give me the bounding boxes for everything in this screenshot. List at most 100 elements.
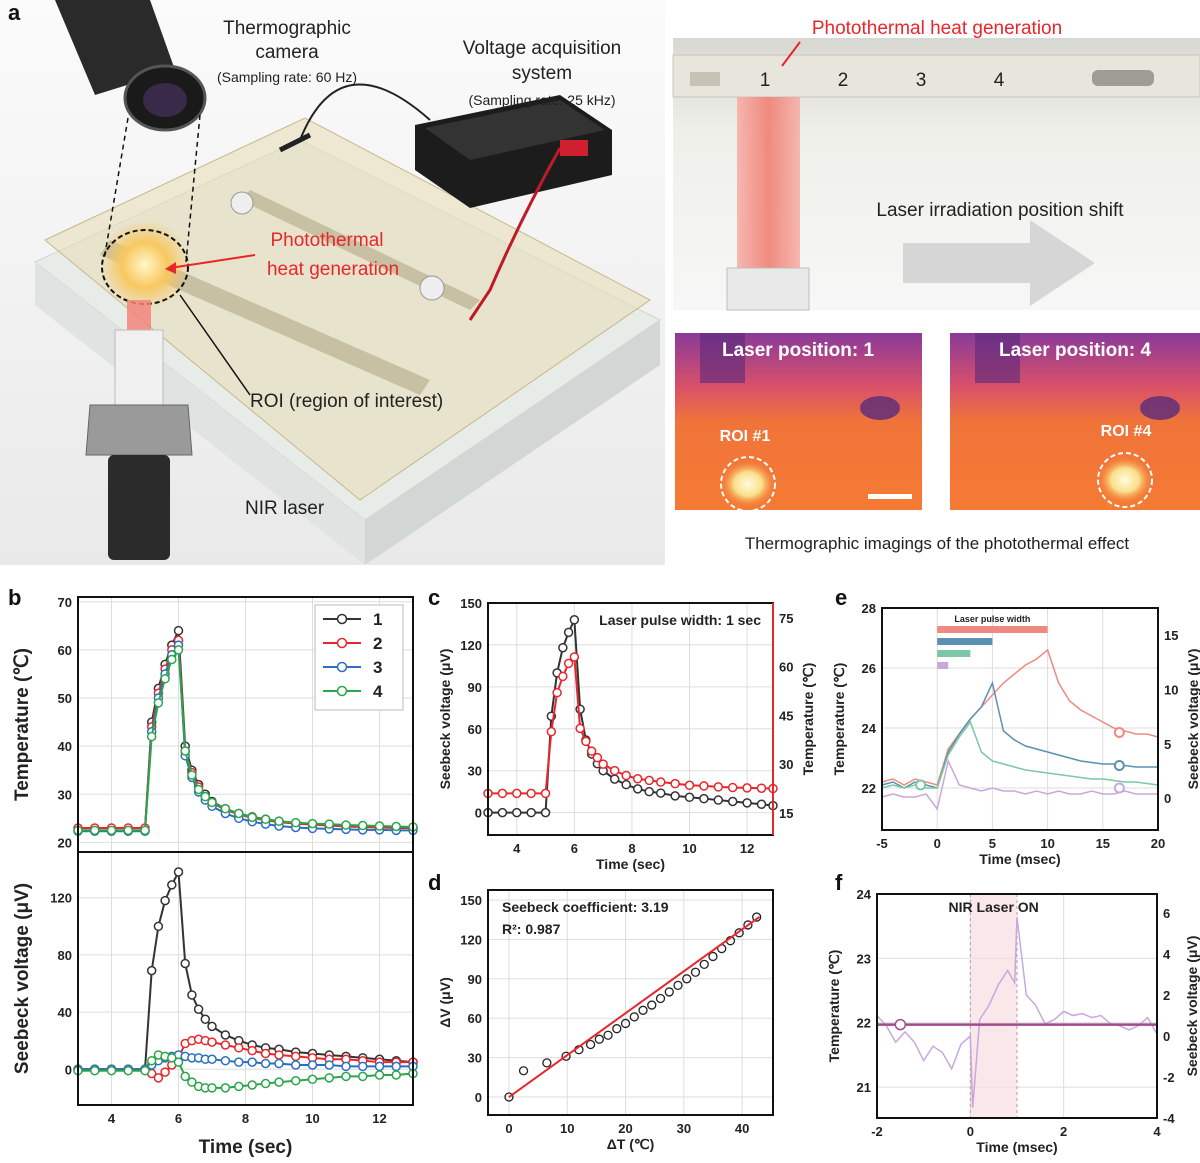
data-point (187, 990, 197, 1000)
y-tick-label: 150 (460, 893, 482, 908)
y-tick-label: 90 (468, 680, 482, 695)
y-tick-label: 60 (58, 643, 72, 658)
y-right-tick-label: 0 (1164, 791, 1171, 806)
data-point (644, 775, 654, 786)
y-axis-label: Seebeck voltage (μV) (12, 883, 33, 1074)
voltage-system-label: Voltage acquisition (463, 38, 621, 59)
data-point (504, 1092, 514, 1102)
x-tick-label: -5 (876, 836, 888, 851)
x-axis-label: Time (sec) (596, 856, 665, 872)
data-point (690, 967, 701, 977)
y-tick-label: 23 (857, 951, 871, 966)
x-axis-label: ΔT (℃) (607, 1136, 655, 1152)
data-point (247, 1057, 257, 1067)
data-point (207, 1021, 217, 1032)
data-point (153, 1073, 164, 1083)
data-point (540, 788, 551, 799)
data-point (146, 1055, 157, 1066)
data-point (247, 1080, 257, 1090)
voltage-acquisition-device-icon (278, 83, 612, 321)
panel-label-c: c (428, 585, 440, 610)
y-tick-label: 24 (862, 721, 877, 736)
y-right-tick-label: 60 (779, 660, 793, 675)
data-point (708, 951, 718, 962)
x-tick-label: 6 (175, 1111, 182, 1126)
y-axis-label: Temperature (℃) (831, 663, 847, 776)
data-point (655, 777, 666, 787)
x-tick-label: 30 (677, 1121, 691, 1136)
x-tick-label: 10 (305, 1111, 319, 1126)
data-point (592, 752, 603, 763)
y-right-axis-label: Seebeck voltage (μV) (1184, 936, 1200, 1077)
data-point (247, 1045, 257, 1056)
data-point (558, 642, 568, 653)
data-point (558, 671, 568, 682)
data-point (682, 974, 692, 984)
x-tick-label: 12 (372, 1111, 386, 1126)
data-point (727, 796, 738, 807)
x-tick-label: -2 (871, 1124, 883, 1139)
data-point (207, 797, 217, 808)
data-point (742, 783, 752, 793)
data-point (609, 765, 620, 776)
position-2: 2 (838, 70, 849, 91)
laser-position-photo (672, 38, 1200, 311)
data-point (200, 791, 211, 802)
data-point (647, 1000, 657, 1010)
y-tick-label: 40 (58, 739, 72, 754)
x-tick-label: 6 (571, 841, 578, 856)
data-point (756, 783, 767, 793)
y-tick-label: 60 (468, 1011, 482, 1026)
data-point (173, 625, 184, 636)
data-point (632, 774, 643, 784)
y-tick-label: 120 (460, 932, 482, 947)
y-tick-label: 150 (460, 596, 482, 611)
data-point (621, 770, 631, 781)
data-point (655, 788, 666, 798)
data-point (274, 1050, 284, 1060)
data-point (699, 781, 709, 791)
y-right-tick-label: 30 (779, 757, 793, 772)
data-point (167, 1053, 177, 1063)
data-point (123, 825, 133, 836)
x-tick-label: 5 (989, 836, 996, 851)
y-right-tick-label: 10 (1164, 682, 1178, 697)
pulse-width-bar-3ms (937, 650, 971, 657)
y-tick-label: 26 (862, 661, 876, 676)
data-point (752, 912, 762, 922)
data-point (307, 1060, 318, 1070)
data-point (664, 987, 674, 997)
data-point (497, 788, 508, 799)
y-tick-label: 120 (460, 638, 482, 653)
data-point (274, 816, 284, 826)
x-tick-label: 10 (560, 1121, 574, 1136)
thermographic-camera-icon (55, 0, 207, 132)
x-tick-label: 20 (1151, 836, 1165, 851)
x-axis-label: Time (msec) (976, 1139, 1057, 1155)
pulse-width-bar-5ms (937, 638, 993, 645)
y-right-axis-label: Temperature (℃) (800, 663, 816, 776)
annotation-seebeck-coefficient: Seebeck coefficient: 3.19 (502, 899, 669, 915)
position-3: 3 (916, 70, 927, 91)
data-point (518, 1066, 529, 1076)
x-tick-label: 2 (1060, 1124, 1067, 1139)
y-axis-label: Seebeck voltage (μV) (437, 649, 453, 790)
data-point (291, 817, 301, 828)
data-point (153, 921, 164, 932)
data-point (575, 723, 585, 734)
data-point (756, 799, 767, 810)
data-point (220, 1055, 231, 1066)
data-point (512, 788, 522, 799)
data-point (146, 965, 157, 976)
voltage-system-label-2: system (512, 63, 572, 84)
series-line-3 (881, 758, 1158, 811)
x-tick-label: 0 (934, 836, 941, 851)
pulse-width-bar-1ms (937, 662, 949, 669)
legend (314, 604, 404, 711)
y-tick-label: 70 (58, 595, 72, 610)
data-point (734, 928, 744, 938)
data-point (586, 746, 597, 756)
data-point (670, 791, 680, 801)
series-line-1 (78, 868, 414, 1071)
